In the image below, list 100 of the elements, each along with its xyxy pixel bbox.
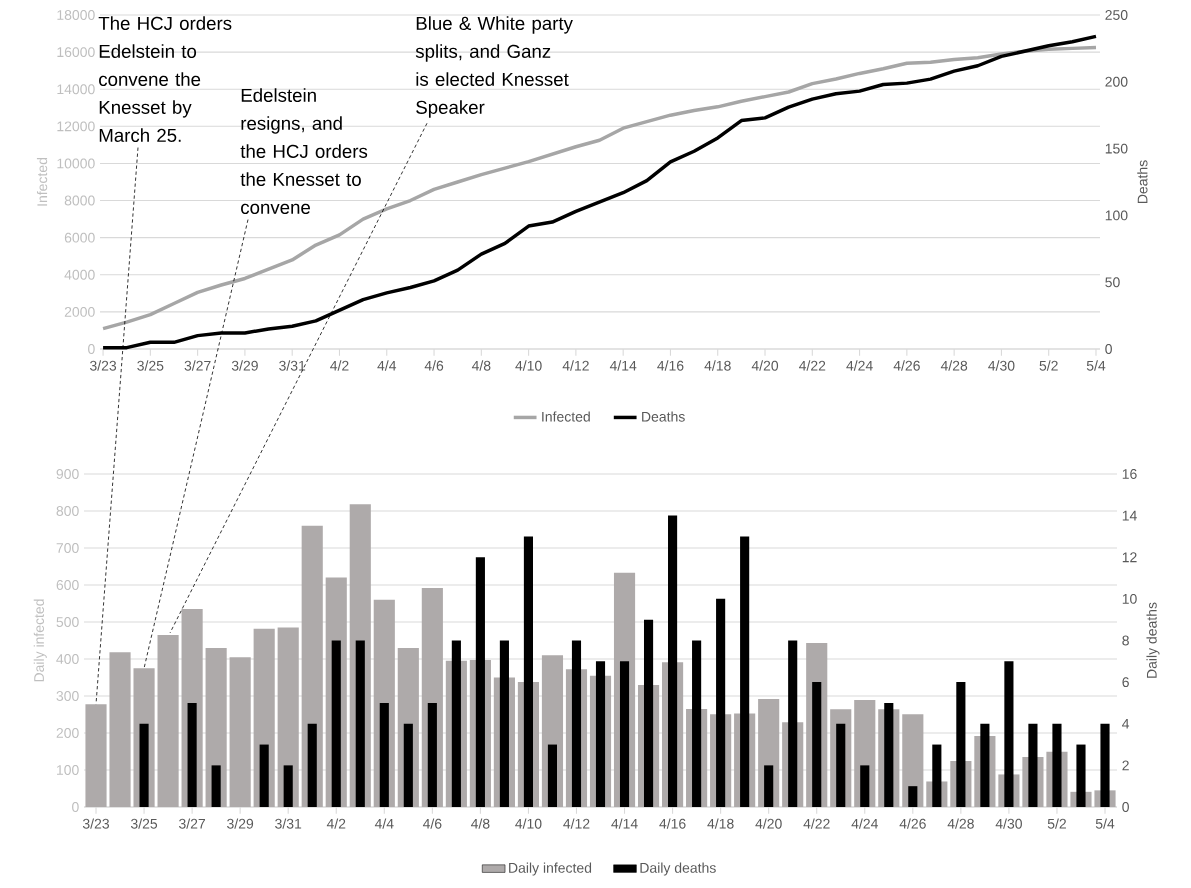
y2-tick-label: 14 bbox=[1122, 510, 1137, 521]
x-tick-label: 4/30 bbox=[988, 360, 1015, 371]
y2-tick-label: 0 bbox=[1105, 344, 1112, 354]
y-tick-label: 16000 bbox=[57, 47, 95, 58]
y-tick-label: 600 bbox=[56, 580, 79, 590]
y-axis-title: Daily infected bbox=[33, 599, 47, 682]
x-tick-label: 3/29 bbox=[227, 818, 254, 829]
annotation: Blue & White party splits, and Ganz is elected Knesset Speaker bbox=[415, 16, 573, 118]
y-tick-label: 200 bbox=[56, 728, 79, 738]
x-tick-label: 4/12 bbox=[562, 360, 589, 371]
bar bbox=[764, 765, 774, 807]
y-tick-label: 900 bbox=[56, 469, 79, 479]
legend-label: Deaths bbox=[642, 411, 685, 422]
y-tick-label: 8000 bbox=[64, 195, 95, 206]
y-tick-label: 14000 bbox=[57, 84, 95, 95]
x-tick-label: 4/28 bbox=[947, 818, 974, 829]
y-tick-label: 800 bbox=[56, 506, 79, 516]
bar bbox=[427, 702, 437, 807]
bar bbox=[547, 744, 558, 807]
y-tick-label: 0 bbox=[88, 344, 95, 354]
x-tick-label: 4/16 bbox=[659, 818, 686, 829]
x-tick-label: 5/2 bbox=[1039, 360, 1058, 371]
bar bbox=[902, 714, 924, 807]
x-tick-label: 5/4 bbox=[1095, 818, 1115, 829]
x-tick-label: 4/24 bbox=[851, 818, 878, 829]
x-tick-label: 4/4 bbox=[374, 818, 394, 829]
x-tick-label: 4/20 bbox=[751, 360, 779, 371]
x-tick-label: 4/2 bbox=[330, 360, 349, 371]
y2-tick-label: 6 bbox=[1122, 677, 1129, 688]
bar bbox=[139, 723, 149, 807]
x-tick-label: 4/6 bbox=[424, 360, 444, 371]
bar bbox=[812, 682, 822, 807]
y2-axis-title: Deaths bbox=[1137, 160, 1148, 204]
x-tick-label: 4/18 bbox=[707, 818, 734, 829]
x-tick-label: 3/25 bbox=[137, 360, 164, 371]
y2-tick-label: 50 bbox=[1105, 277, 1120, 288]
x-tick-label: 3/27 bbox=[179, 818, 206, 829]
x-tick-label: 3/25 bbox=[130, 818, 158, 829]
bar bbox=[860, 765, 870, 807]
bar bbox=[619, 661, 630, 807]
bar bbox=[259, 744, 269, 807]
x-tick-label: 3/27 bbox=[184, 360, 211, 371]
x-tick-label: 4/8 bbox=[471, 360, 491, 371]
bar bbox=[908, 786, 918, 807]
x-tick-label: 4/8 bbox=[470, 818, 490, 829]
bar bbox=[211, 765, 221, 807]
y2-tick-label: 16 bbox=[1122, 469, 1137, 479]
bar bbox=[229, 657, 251, 807]
y2-tick-label: 100 bbox=[1105, 210, 1128, 221]
y-tick-label: 4000 bbox=[64, 269, 95, 280]
y-tick-label: 100 bbox=[57, 765, 79, 775]
y-tick-label: 6000 bbox=[64, 232, 95, 243]
bar bbox=[157, 634, 179, 807]
y2-tick-label: 150 bbox=[1105, 143, 1128, 154]
y2-tick-label: 2 bbox=[1122, 760, 1129, 771]
x-tick-label: 3/23 bbox=[89, 360, 117, 371]
x-tick-label: 4/2 bbox=[326, 818, 346, 829]
y-axis-title: Infected bbox=[36, 157, 48, 206]
bar bbox=[331, 640, 341, 807]
x-tick-label: 4/14 bbox=[609, 360, 637, 371]
annotation: Edelstein resigns, and the HCJ orders the Knesset to convene bbox=[240, 88, 368, 214]
y-tick-label: 400 bbox=[56, 654, 79, 664]
x-tick-label: 4/20 bbox=[755, 818, 782, 829]
x-tick-label: 4/28 bbox=[940, 360, 968, 371]
y-tick-label: 700 bbox=[56, 543, 79, 553]
y-tick-label: 2000 bbox=[64, 306, 95, 317]
y-tick-label: 500 bbox=[56, 617, 79, 627]
x-tick-label: 4/10 bbox=[515, 818, 542, 829]
bar bbox=[355, 640, 365, 807]
y2-tick-label: 12 bbox=[1122, 552, 1137, 563]
x-tick-label: 4/6 bbox=[422, 818, 442, 829]
y2-tick-label: 10 bbox=[1122, 593, 1137, 604]
annotation: The HCJ orders Edelstein to convene the Knesset by March 25. bbox=[98, 16, 232, 142]
x-tick-label: 4/16 bbox=[657, 360, 684, 371]
y-tick-label: 12000 bbox=[57, 121, 95, 132]
bar bbox=[85, 704, 107, 807]
bar bbox=[283, 765, 293, 807]
y2-axis-title: Daily deaths bbox=[1146, 602, 1160, 678]
x-tick-label: 4/24 bbox=[846, 360, 873, 371]
bar bbox=[187, 702, 197, 807]
x-tick-label: 3/31 bbox=[275, 818, 302, 829]
y2-tick-label: 200 bbox=[1105, 76, 1128, 87]
x-tick-label: 3/23 bbox=[82, 818, 110, 829]
bar bbox=[307, 723, 317, 807]
bar bbox=[379, 702, 389, 807]
x-tick-label: 4/14 bbox=[611, 818, 638, 829]
x-tick-label: 5/4 bbox=[1086, 360, 1106, 371]
y2-tick-label: 4 bbox=[1122, 718, 1130, 729]
x-tick-label: 4/30 bbox=[995, 818, 1022, 829]
x-tick-label: 3/29 bbox=[231, 360, 258, 371]
x-tick-label: 5/2 bbox=[1047, 818, 1066, 829]
x-tick-label: 4/26 bbox=[899, 818, 926, 829]
y-tick-label: 0 bbox=[72, 802, 79, 812]
x-tick-label: 4/26 bbox=[893, 360, 920, 371]
legend-label: Daily deaths bbox=[640, 862, 716, 876]
y2-tick-label: 250 bbox=[1105, 10, 1128, 20]
y2-tick-label: 8 bbox=[1122, 635, 1129, 646]
x-tick-label: 4/4 bbox=[377, 360, 397, 371]
legend-label: Daily infected bbox=[509, 862, 592, 876]
y-tick-label: 18000 bbox=[57, 10, 95, 20]
